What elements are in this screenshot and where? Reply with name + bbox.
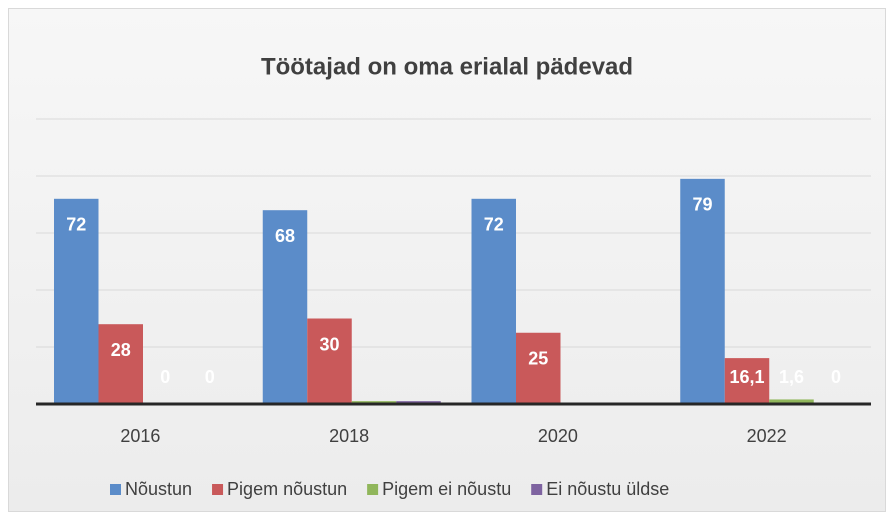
legend-label: Nõustun [125, 479, 192, 499]
data-label: 79 [692, 195, 712, 215]
x-tick-label: 2018 [329, 426, 369, 446]
legend-swatch [212, 484, 224, 495]
bar [769, 399, 814, 404]
x-tick-label: 2022 [747, 426, 787, 446]
legend-swatch [110, 484, 121, 495]
bar [724, 358, 770, 404]
legend-swatch [531, 484, 543, 495]
data-label: 30 [319, 334, 339, 354]
data-label: 0 [205, 367, 215, 387]
legend-label: Pigem ei nõustu [382, 479, 511, 499]
bar [262, 210, 308, 404]
legend-label: Pigem nõustun [227, 479, 347, 499]
bar [680, 178, 725, 404]
data-label: 72 [66, 215, 86, 235]
data-label: 0 [160, 367, 170, 387]
bar [516, 332, 561, 404]
bar [98, 324, 143, 404]
chart-area [8, 8, 886, 512]
chart-title: Töötajad on oma erialal pädevad [261, 53, 633, 80]
legend-swatch [367, 484, 379, 495]
data-label: 0 [831, 367, 841, 387]
bar [54, 198, 99, 404]
data-label: 16,1 [729, 367, 764, 387]
data-label: 25 [528, 349, 548, 369]
bar [471, 198, 516, 404]
data-label: 28 [111, 340, 131, 360]
x-tick-label: 2016 [120, 426, 160, 446]
x-tick-label: 2020 [538, 426, 578, 446]
data-label: 1,6 [779, 367, 804, 387]
data-label: 72 [484, 215, 504, 235]
legend-label: Ei nõustu üldse [546, 479, 669, 499]
bar [307, 318, 352, 404]
data-label: 68 [275, 226, 295, 246]
